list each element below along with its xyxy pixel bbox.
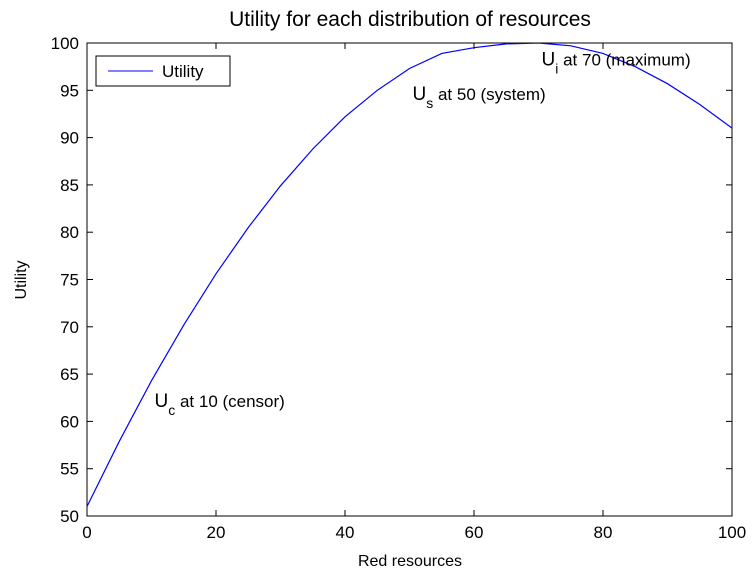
series-line — [87, 43, 732, 507]
y-tick-label: 90 — [60, 129, 79, 148]
legend: Utility — [95, 55, 231, 87]
axis-ticks: 0 20 40 60 80 100 50 55 60 65 70 75 80 85 90 95 100 — [51, 34, 747, 542]
x-tick-label: 20 — [207, 523, 226, 542]
y-tick-label: 70 — [60, 318, 79, 337]
x-tick-label: 100 — [718, 523, 746, 542]
x-axis-label: Red resources — [358, 553, 462, 570]
y-tick-label: 55 — [60, 460, 79, 479]
series-group — [87, 43, 732, 507]
x-tick-label: 40 — [336, 523, 355, 542]
y-tick-label: 75 — [60, 271, 79, 290]
plot-area — [86, 42, 733, 517]
annotation-label: Ui at 70 (maximum) — [542, 50, 691, 77]
annotation-label: Us at 50 (system) — [413, 84, 546, 111]
x-tick-label: 80 — [594, 523, 613, 542]
y-tick-label: 60 — [60, 412, 79, 431]
y-tick-label: 50 — [60, 507, 79, 526]
y-tick-label: 95 — [60, 81, 79, 100]
x-tick-label: 60 — [465, 523, 484, 542]
annotation-label: Uc at 10 (censor) — [155, 391, 285, 418]
y-tick-label: 80 — [60, 223, 79, 242]
y-axis-label: Utility — [13, 260, 30, 299]
y-tick-label: 100 — [51, 34, 79, 53]
x-tick-label: 0 — [82, 523, 91, 542]
y-tick-label: 85 — [60, 176, 79, 195]
y-tick-label: 65 — [60, 365, 79, 384]
legend-label: Utility — [162, 62, 204, 81]
chart-title: Utility for each distribution of resourc… — [229, 8, 591, 31]
annotations-group: Uc at 10 (censor) Us at 50 (system) Ui at … — [155, 50, 691, 419]
